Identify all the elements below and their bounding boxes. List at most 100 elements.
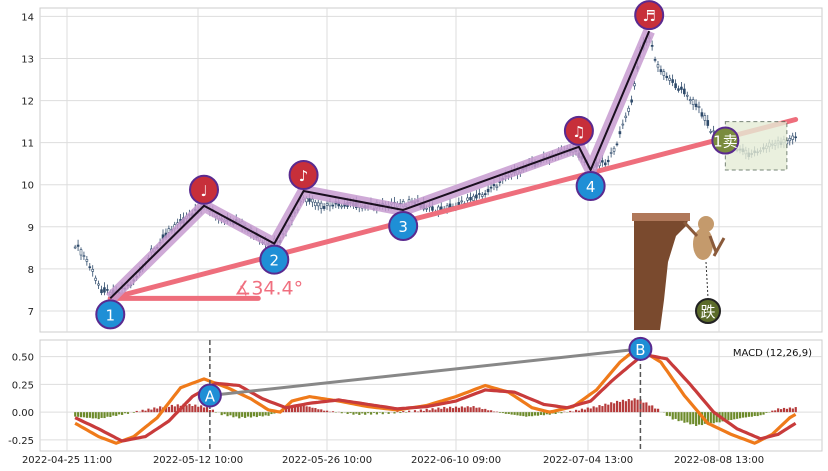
macd-hist-bar	[185, 405, 188, 413]
macd-hist-bar	[469, 407, 472, 413]
macd-hist-bar	[510, 412, 513, 415]
candle-body	[79, 249, 83, 256]
candle-body	[460, 200, 464, 203]
candle-body	[688, 99, 692, 102]
macd-hist-bar	[645, 402, 648, 413]
price-y-tick-label: 11	[21, 139, 34, 150]
macd-hist-bar	[689, 412, 692, 425]
macd-hist-bar	[431, 408, 434, 413]
macd-hist-bar	[270, 412, 273, 415]
macd-hist-bar	[229, 412, 232, 416]
macd-hist-bar	[633, 398, 636, 413]
macd-hist-bar	[428, 410, 431, 413]
macd-hist-bar	[211, 409, 215, 413]
macd-hist-bar	[241, 412, 244, 417]
wave-node-blue	[259, 244, 290, 275]
candle-body	[311, 198, 314, 203]
macd-hist-bar	[736, 412, 739, 419]
macd-hist-bar	[299, 406, 302, 413]
candle-body	[331, 204, 335, 207]
wave-node-label: 4	[586, 178, 596, 196]
macd-hist-bar	[615, 400, 619, 413]
wave-node-label: ♬	[642, 7, 655, 25]
candle-body	[700, 112, 704, 117]
macd-hist-bar	[525, 412, 528, 417]
macd-hist-bar	[712, 412, 715, 424]
candle-body	[466, 197, 469, 201]
x-tick-label: 2022-05-12 10:00	[153, 455, 243, 466]
wave-node-label: ♫	[572, 123, 585, 141]
macd-hist-bar	[449, 406, 452, 413]
macd-hist-bar	[472, 406, 475, 413]
macd-hist-bar	[361, 412, 364, 414]
price-y-tick-label: 13	[21, 54, 34, 65]
macd-hist-bar	[100, 412, 103, 418]
macd-hist-bar	[144, 410, 147, 413]
macd-y-tick-label: -0.25	[8, 436, 34, 447]
macd-hist-bar	[636, 399, 639, 413]
macd-hist-bar	[123, 412, 127, 414]
macd-hist-bar	[156, 408, 159, 413]
macd-hist-bar	[586, 407, 589, 413]
sell-marker	[711, 126, 740, 155]
macd-plot-area	[39, 339, 823, 452]
macd-hist-bar	[173, 406, 176, 413]
macd-hist-bar	[738, 412, 742, 419]
x-tick-label: 2022-05-26 10:00	[282, 455, 372, 466]
macd-hist-bar	[194, 404, 197, 413]
candle-body	[73, 246, 77, 249]
macd-hist-bar	[475, 407, 478, 413]
macd-hist-bar	[756, 412, 759, 417]
macd-hist-bar	[744, 412, 748, 418]
macd-hist-bar	[624, 401, 627, 413]
macd-hist-bar	[580, 408, 584, 413]
candle-body	[683, 88, 686, 95]
wave-line	[109, 30, 651, 300]
macd-hist-bar	[381, 412, 384, 415]
candle-body	[703, 115, 707, 121]
macd-hist-bar	[607, 404, 610, 413]
macd-hist-bar	[545, 412, 548, 415]
macd-hist-bar	[159, 406, 162, 413]
candle-body	[480, 194, 484, 197]
macd-hist-bar	[364, 412, 367, 415]
macd-hist-bar	[759, 412, 762, 416]
macd-hist-bar	[323, 410, 326, 413]
macd-hist-bar	[724, 412, 727, 422]
macd-hist-bar	[223, 412, 226, 415]
candle-body	[671, 79, 674, 83]
price-y-tick-label: 12	[21, 97, 34, 108]
cliff-illustration: 跌	[632, 213, 726, 330]
macd-hist-bar	[232, 412, 235, 418]
macd-hist-bar	[451, 408, 455, 413]
macd-hist-bar	[367, 412, 370, 414]
macd-hist-bar	[595, 407, 598, 413]
macd-hist-bar	[372, 412, 376, 413]
macd-marker-label: A	[205, 388, 216, 406]
macd-hist-bar	[733, 412, 736, 420]
candle-body	[650, 44, 654, 47]
macd-hist-bar	[706, 412, 709, 425]
macd-hist-bar	[170, 404, 173, 413]
macd-hist-bar	[106, 412, 109, 417]
macd-hist-bar	[492, 411, 496, 413]
macd-hist-bar	[533, 412, 537, 416]
candle-body	[82, 255, 86, 257]
candle-body	[791, 135, 795, 140]
candle-body	[712, 130, 715, 133]
divergence-link	[209, 347, 641, 397]
macd-hist-bar	[569, 410, 572, 413]
macd-hist-bar	[118, 412, 121, 415]
macd-hist-bar	[419, 409, 422, 413]
macd-hist-bar	[317, 409, 320, 413]
macd-hist-bar	[425, 408, 428, 413]
macd-hist-bar	[387, 412, 390, 414]
macd-hist-bar	[697, 412, 701, 425]
candle-body	[308, 198, 311, 202]
macd-hist-bar	[97, 412, 100, 420]
macd-y-tick-label: 0.00	[12, 408, 34, 419]
candle-body	[788, 138, 792, 142]
macd-hist-bar	[375, 412, 379, 415]
macd-hist-bar	[121, 412, 124, 415]
